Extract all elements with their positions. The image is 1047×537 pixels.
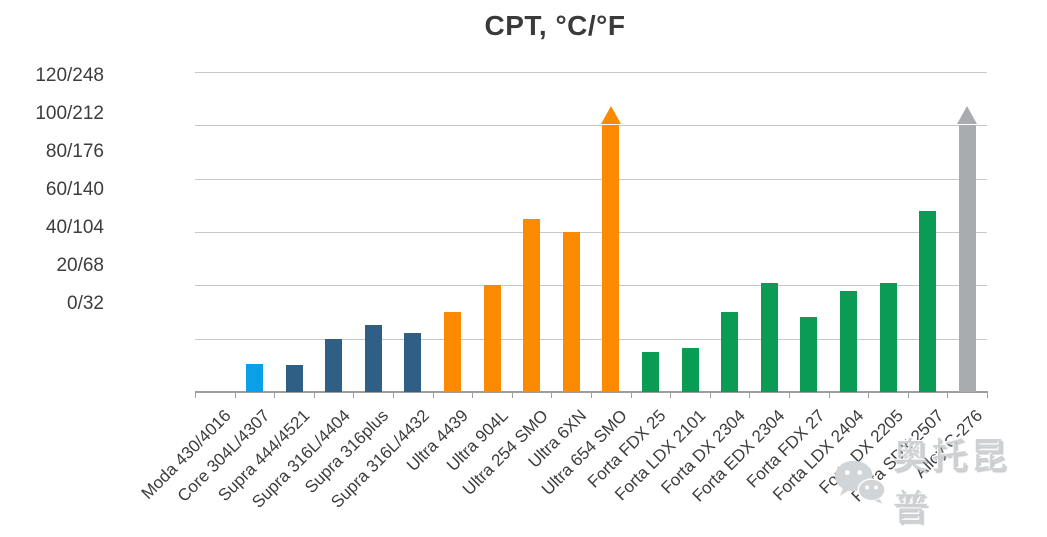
- axis-tick: [274, 393, 275, 398]
- bar-supra-316plus: [365, 325, 382, 392]
- axis-tick: [393, 393, 394, 398]
- bar-ultra-4439: [444, 312, 461, 392]
- y-axis-label: 60/140: [45, 179, 104, 200]
- gridline: [195, 125, 987, 126]
- axis-tick: [987, 393, 988, 398]
- gridline: [195, 339, 987, 340]
- axis-tick: [591, 393, 592, 398]
- bar-ultra-254-smo: [523, 219, 540, 392]
- bar-supra-316l-4432: [404, 333, 421, 392]
- y-axis-label: 100/212: [35, 103, 104, 124]
- bar-ultra-6xn: [563, 232, 580, 392]
- y-axis-label: 120/248: [35, 65, 104, 86]
- axis-tick: [512, 393, 513, 398]
- axis-tick: [314, 393, 315, 398]
- chart-title: CPT, °C/°F: [484, 10, 626, 41]
- axis-tick: [908, 393, 909, 398]
- bar-forta-ldx-2404: [840, 291, 857, 392]
- y-axis-label: 20/68: [56, 255, 104, 276]
- bar-ultra-904l: [484, 285, 501, 392]
- axis-tick: [433, 393, 434, 398]
- axis-tick: [353, 393, 354, 398]
- bar-forta-ldx-2101: [682, 348, 699, 392]
- y-axis-label: 0/32: [67, 293, 104, 314]
- y-axis-label: 40/104: [45, 217, 104, 238]
- axis-tick: [829, 393, 830, 398]
- axis-tick: [631, 393, 632, 398]
- bar-ultra-654-smo: [602, 125, 619, 392]
- gridline: [195, 72, 987, 73]
- x-axis-line: [195, 391, 988, 393]
- axis-tick: [749, 393, 750, 398]
- bar-core-304l-4307: [246, 364, 263, 392]
- gridline: [195, 232, 987, 233]
- bar-supra-444-4521: [286, 365, 303, 392]
- axis-tick: [472, 393, 473, 398]
- axis-tick: [235, 393, 236, 398]
- bar-forta-dx-2304: [721, 312, 738, 392]
- axis-tick: [670, 393, 671, 398]
- bar-forta-dx-2205: [880, 283, 897, 392]
- y-axis-label: 80/176: [45, 141, 104, 162]
- bar-forta-edx-2304: [761, 283, 778, 392]
- wechat-icon: [834, 460, 886, 504]
- axis-tick: [868, 393, 869, 398]
- bar-forta-fdx-25: [642, 352, 659, 392]
- axis-tick: [947, 393, 948, 398]
- watermark-text: 奥托昆普: [892, 435, 1010, 528]
- bar-forta-sdx-2507: [919, 211, 936, 392]
- bar-alloy-c-276: [959, 125, 976, 392]
- gridline: [195, 179, 987, 180]
- bar-supra-316l-4404: [325, 339, 342, 392]
- axis-tick: [789, 393, 790, 398]
- axis-tick: [710, 393, 711, 398]
- axis-tick: [195, 393, 196, 398]
- bar-forta-fdx-27: [800, 317, 817, 392]
- wechat-watermark: 奥托昆普: [833, 435, 1047, 528]
- axis-tick: [551, 393, 552, 398]
- overflow-arrow-alloy-c-276: [957, 106, 977, 124]
- overflow-arrow-ultra-654-smo: [601, 106, 621, 124]
- gridline: [195, 285, 987, 286]
